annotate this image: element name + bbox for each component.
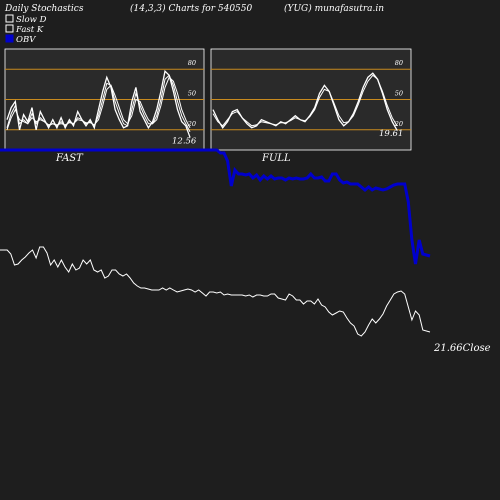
full-tick-label: 80: [395, 59, 403, 67]
close-value-label: 21.66Close: [433, 343, 491, 354]
full-series-line-0: [212, 72, 398, 131]
legend-label-slow-d: Slow D: [16, 15, 47, 25]
header-params: (14,3,3) Charts for 540550: [130, 3, 252, 14]
fast-panel-label: FAST: [55, 153, 84, 164]
fast-series-line-0: [6, 69, 191, 138]
legend-swatch-obv: [5, 34, 14, 43]
fast-tick-label: 80: [188, 59, 196, 67]
full-panel-label: FULL: [261, 153, 291, 164]
full-series-line-1: [212, 74, 398, 127]
fast-panel: 80 50 20 12.56: [4, 48, 205, 151]
full-tick-label: 50: [395, 90, 403, 98]
full-tick-label: 20: [394, 120, 403, 128]
close-price-line: [0, 246, 431, 337]
fast-tick-label: 20: [187, 120, 196, 128]
header-title: Daily Stochastics: [4, 4, 84, 14]
legend-label-fast-k: Fast K: [15, 25, 44, 35]
obv-line: [0, 148, 431, 265]
header-source: (YUG) munafasutra.in: [284, 3, 384, 14]
legend-label-obv: OBV: [16, 35, 36, 45]
fast-series-line-2: [6, 76, 191, 130]
legend-swatch-slow-d: [5, 14, 14, 23]
legend-swatch-fast-k: [5, 24, 14, 33]
full-last-value-label: 19.61: [379, 129, 403, 139]
fast-last-value-label: 12.56: [172, 136, 197, 146]
legend: Slow D Fast K OBV: [5, 14, 47, 45]
fast-series-line-1: [6, 74, 191, 133]
fast-tick-label: 50: [188, 90, 196, 98]
price-obv-area: [0, 148, 431, 337]
